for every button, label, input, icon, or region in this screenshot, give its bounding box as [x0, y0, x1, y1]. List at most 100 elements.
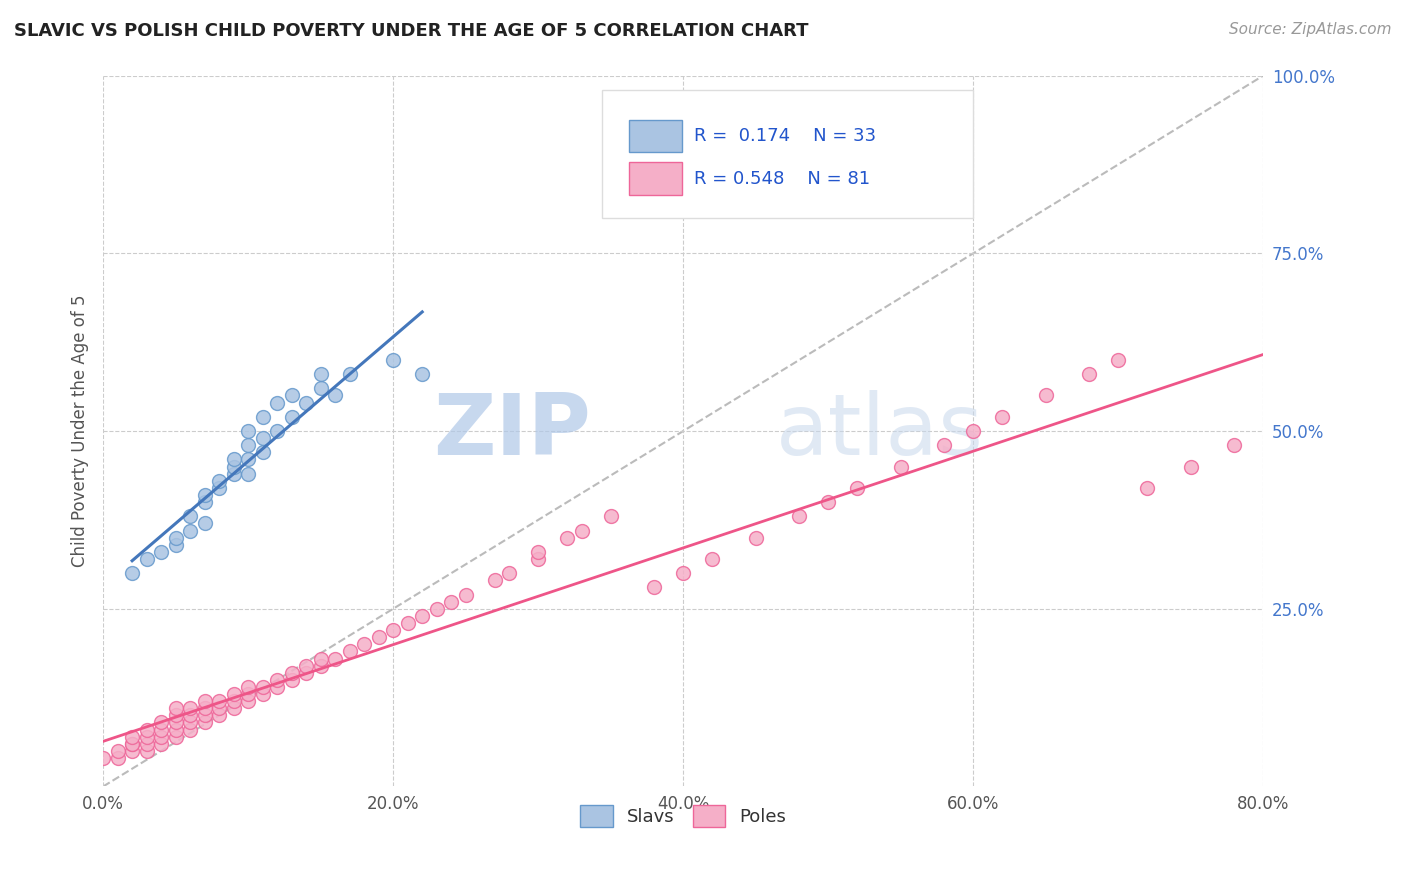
- Point: [165, 531, 187, 545]
- Point: [599, 509, 621, 524]
- Point: [179, 509, 201, 524]
- Point: [991, 409, 1014, 424]
- Point: [890, 459, 912, 474]
- Point: [179, 708, 201, 723]
- Point: [238, 452, 260, 467]
- Text: R = 0.548    N = 81: R = 0.548 N = 81: [693, 169, 870, 187]
- Point: [252, 431, 274, 445]
- Point: [382, 352, 405, 367]
- Point: [295, 665, 318, 680]
- Legend: Slavs, Poles: Slavs, Poles: [572, 797, 794, 834]
- Point: [252, 680, 274, 694]
- Point: [323, 388, 346, 402]
- Point: [135, 723, 157, 737]
- Point: [571, 524, 593, 538]
- Point: [1107, 352, 1129, 367]
- Point: [179, 723, 201, 737]
- Point: [353, 637, 375, 651]
- Text: ZIP: ZIP: [433, 390, 591, 473]
- Point: [280, 388, 302, 402]
- Text: Source: ZipAtlas.com: Source: ZipAtlas.com: [1229, 22, 1392, 37]
- Point: [222, 459, 245, 474]
- Point: [295, 395, 318, 409]
- Point: [309, 381, 332, 395]
- FancyBboxPatch shape: [602, 90, 973, 218]
- Point: [208, 701, 231, 715]
- Point: [121, 566, 143, 581]
- Point: [135, 552, 157, 566]
- Point: [121, 730, 143, 744]
- Point: [165, 701, 187, 715]
- Point: [382, 623, 405, 637]
- Point: [1136, 481, 1159, 495]
- Point: [280, 409, 302, 424]
- Point: [150, 715, 173, 730]
- Point: [194, 694, 217, 708]
- Point: [266, 424, 288, 438]
- Point: [222, 687, 245, 701]
- Point: [208, 481, 231, 495]
- Point: [208, 694, 231, 708]
- Point: [165, 538, 187, 552]
- Point: [745, 531, 768, 545]
- Point: [1078, 367, 1101, 381]
- Point: [179, 524, 201, 538]
- Point: [787, 509, 810, 524]
- Point: [135, 737, 157, 751]
- Point: [238, 438, 260, 452]
- Point: [165, 715, 187, 730]
- Point: [280, 665, 302, 680]
- Point: [222, 694, 245, 708]
- Point: [238, 680, 260, 694]
- Point: [280, 673, 302, 687]
- Point: [194, 701, 217, 715]
- Point: [238, 687, 260, 701]
- Point: [150, 723, 173, 737]
- Text: atlas: atlas: [776, 390, 984, 473]
- Point: [309, 658, 332, 673]
- Point: [527, 545, 550, 559]
- Point: [238, 694, 260, 708]
- Point: [1223, 438, 1246, 452]
- Point: [208, 708, 231, 723]
- Point: [1180, 459, 1202, 474]
- Point: [339, 367, 361, 381]
- Point: [222, 467, 245, 481]
- Point: [238, 424, 260, 438]
- Point: [135, 744, 157, 758]
- Point: [643, 581, 665, 595]
- Point: [527, 552, 550, 566]
- Point: [222, 701, 245, 715]
- Point: [179, 701, 201, 715]
- Point: [121, 737, 143, 751]
- Point: [440, 594, 463, 608]
- FancyBboxPatch shape: [628, 120, 682, 153]
- Point: [252, 409, 274, 424]
- Point: [252, 445, 274, 459]
- Point: [1035, 388, 1057, 402]
- Point: [339, 644, 361, 658]
- Point: [194, 516, 217, 531]
- Point: [107, 751, 129, 765]
- Point: [150, 737, 173, 751]
- Point: [194, 488, 217, 502]
- Point: [150, 730, 173, 744]
- Point: [208, 474, 231, 488]
- Point: [222, 452, 245, 467]
- Point: [367, 630, 389, 644]
- Point: [194, 708, 217, 723]
- Point: [702, 552, 724, 566]
- Point: [91, 751, 114, 765]
- Point: [309, 367, 332, 381]
- Point: [498, 566, 520, 581]
- Point: [309, 651, 332, 665]
- FancyBboxPatch shape: [628, 162, 682, 195]
- Point: [194, 715, 217, 730]
- Point: [484, 574, 506, 588]
- Point: [238, 467, 260, 481]
- Point: [179, 715, 201, 730]
- Point: [165, 723, 187, 737]
- Point: [411, 367, 433, 381]
- Point: [323, 651, 346, 665]
- Text: SLAVIC VS POLISH CHILD POVERTY UNDER THE AGE OF 5 CORRELATION CHART: SLAVIC VS POLISH CHILD POVERTY UNDER THE…: [14, 22, 808, 40]
